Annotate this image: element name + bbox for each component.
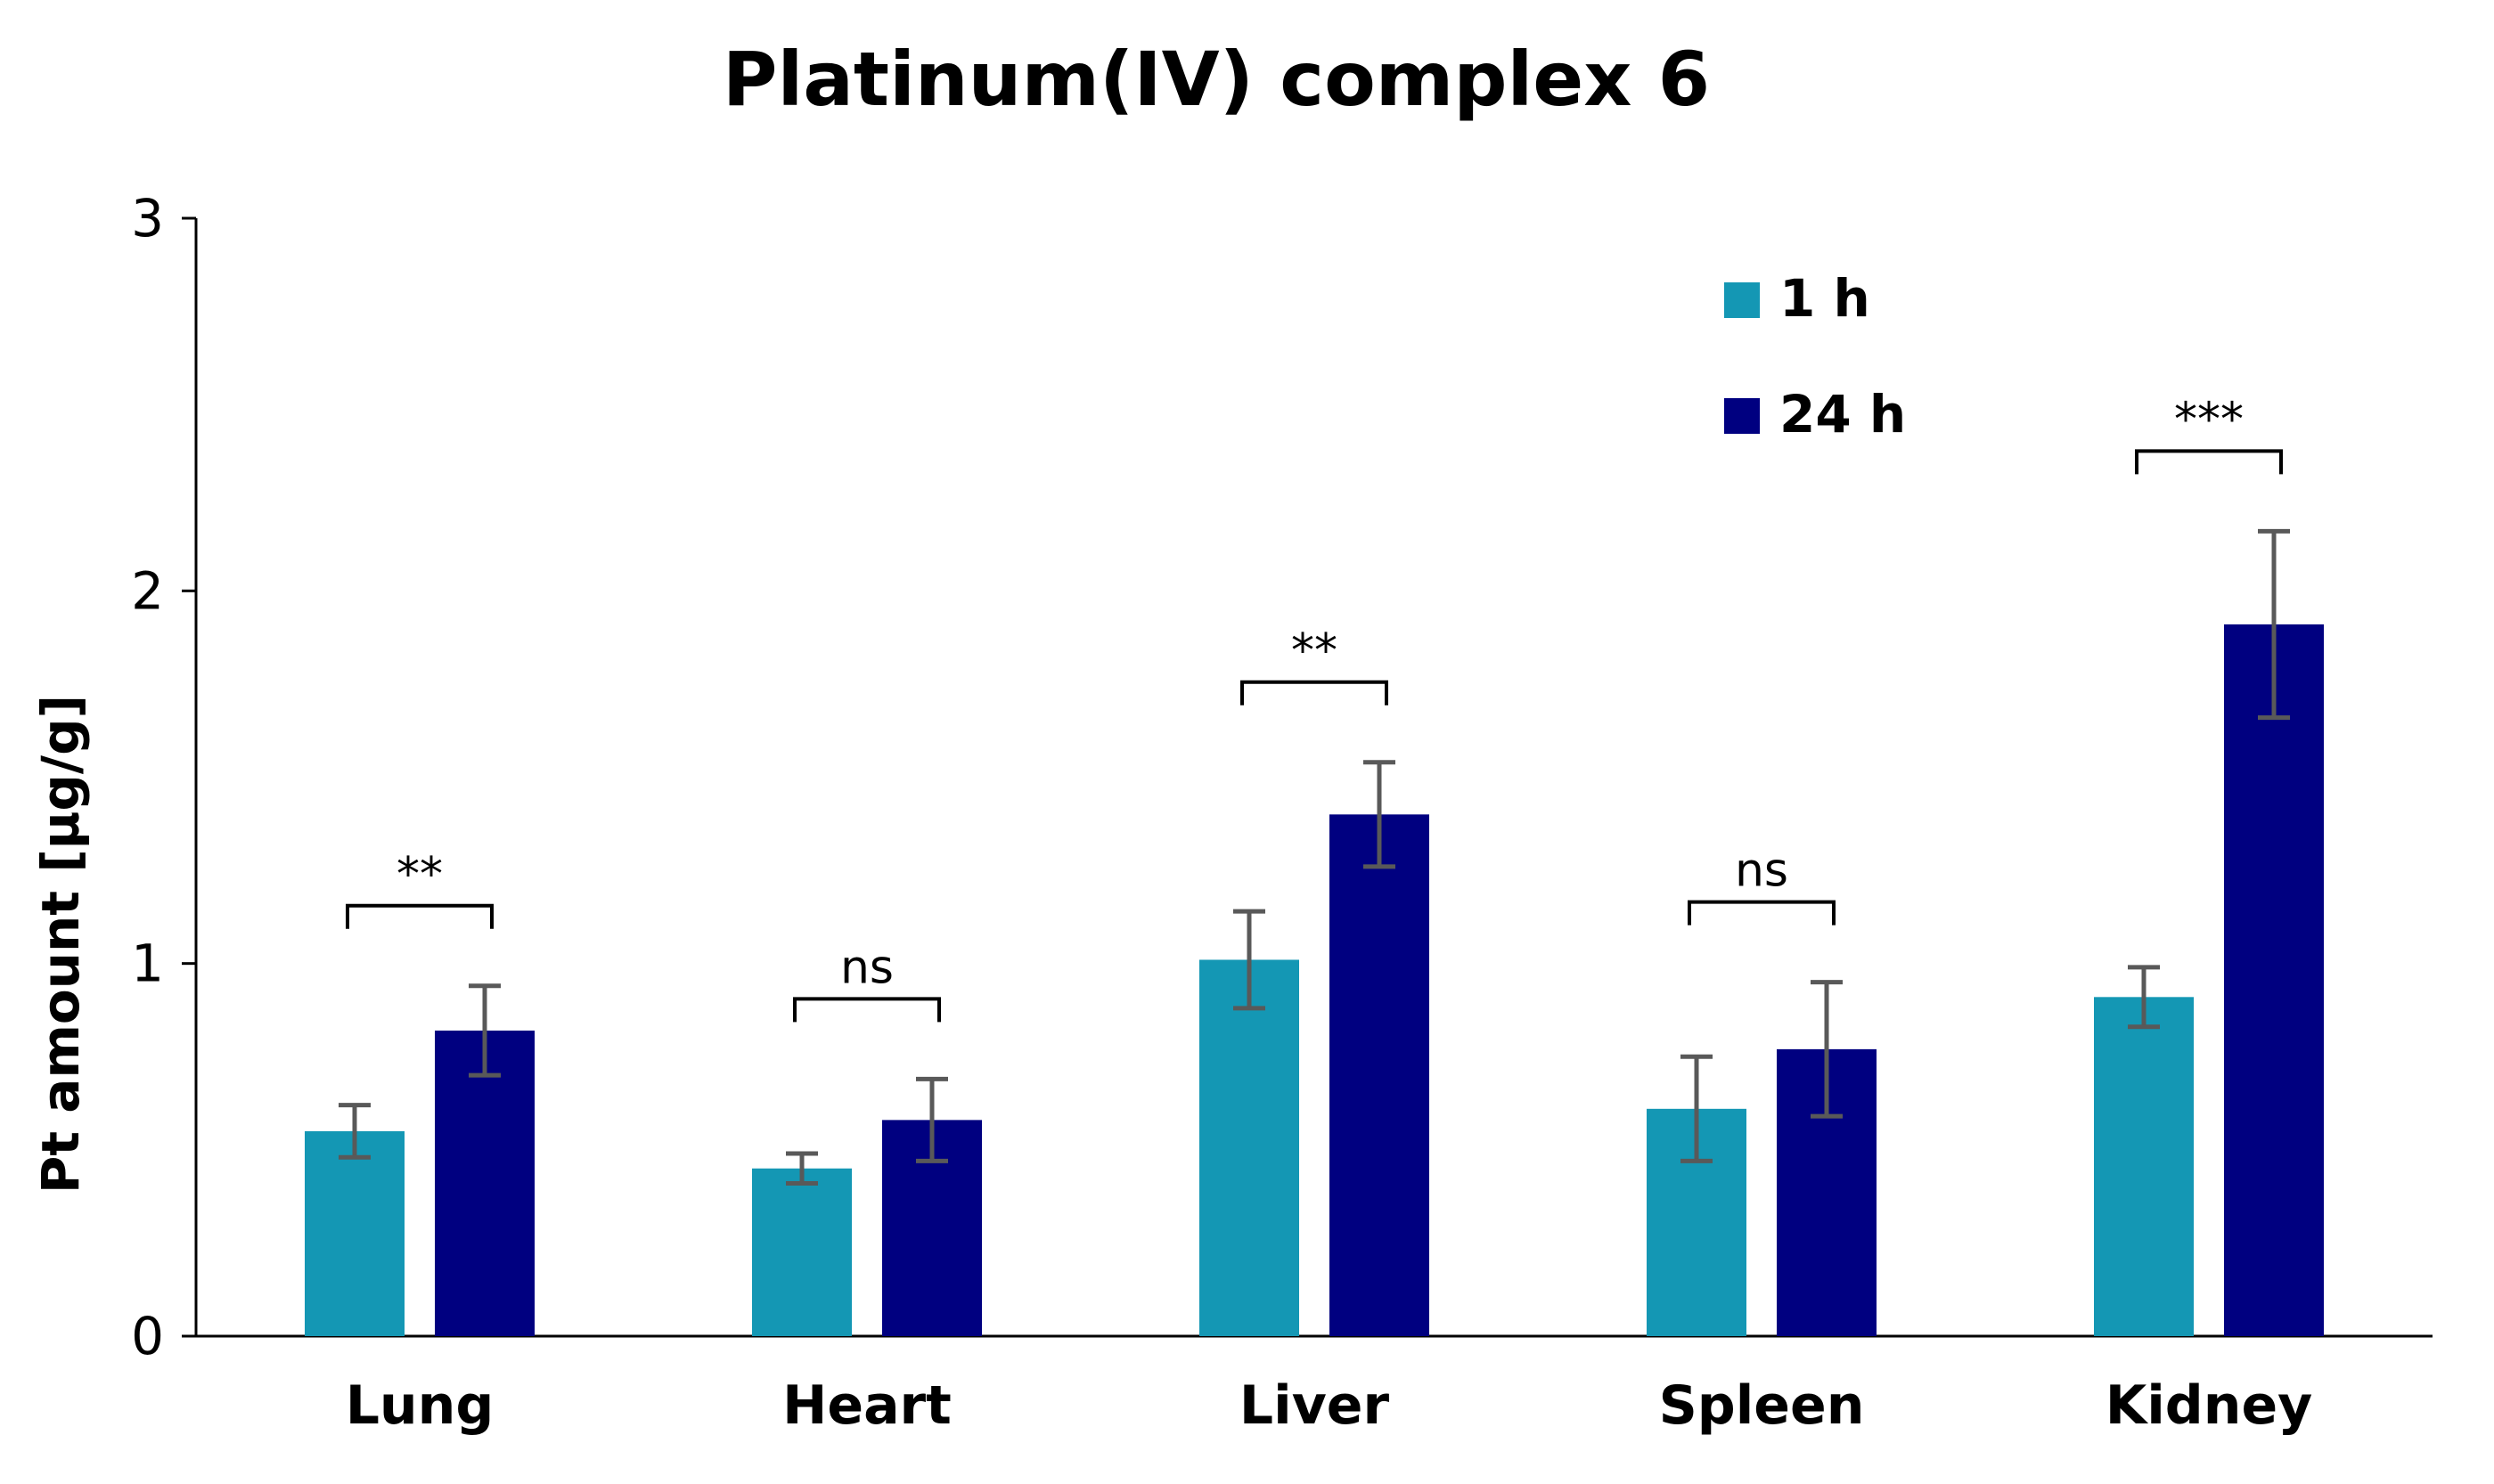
bar-lung-1h [305, 1130, 405, 1336]
y-tick-label-3: 3 [131, 188, 164, 249]
bar-kidney-1h [2094, 997, 2194, 1336]
significance-bracket [346, 903, 494, 929]
error-bar-heart-1h [786, 1151, 818, 1186]
chart-title: Platinum(IV) complex 6 [723, 36, 1710, 123]
significance-bracket [2135, 449, 2283, 475]
significance-bracket [1240, 680, 1388, 705]
error-bar-heart-24h [916, 1076, 948, 1163]
error-bar-lung-24h [469, 983, 501, 1078]
legend-item-24h: 24 h [1724, 384, 1906, 444]
error-bar-spleen-24h [1811, 980, 1843, 1119]
significance-label: ** [397, 848, 443, 901]
x-tick-label-heart: Heart [782, 1374, 952, 1437]
legend-label: 24 h [1779, 384, 1906, 444]
bar-kidney-24h [2224, 624, 2324, 1336]
significance-lung: ** [346, 848, 494, 929]
significance-spleen: ns [1688, 844, 1836, 925]
significance-brackets: ** ns ** ns *** [346, 393, 2283, 1023]
error-bar-kidney-1h [2128, 965, 2160, 1030]
significance-label: ns [840, 941, 894, 994]
significance-label: ns [1735, 844, 1788, 898]
significance-label: *** [2174, 393, 2244, 446]
significance-bracket [793, 997, 941, 1023]
y-tick-label-1: 1 [131, 934, 164, 994]
y-tick-label-2: 2 [131, 560, 164, 621]
legend-item-1h: 1 h [1724, 268, 1870, 329]
x-tick-label-kidney: Kidney [2106, 1374, 2313, 1437]
y-tick-label-0: 0 [131, 1306, 164, 1366]
significance-bracket [1688, 900, 1836, 925]
axes: 0 1 2 3 [131, 188, 2433, 1366]
error-bar-liver-1h [1233, 909, 1265, 1011]
error-bar-liver-24h [1363, 760, 1395, 869]
significance-kidney: *** [2135, 393, 2283, 475]
x-tick-label-lung: Lung [346, 1374, 495, 1437]
bar-heart-1h [752, 1168, 852, 1336]
y-axis-label: Pt amount [µg/g] [30, 695, 91, 1194]
legend-label: 1 h [1779, 268, 1870, 329]
error-bar-kidney-24h [2258, 528, 2290, 721]
legend-swatch [1724, 398, 1760, 434]
bar-lung-24h [435, 1030, 535, 1336]
error-bar-spleen-1h [1680, 1054, 1713, 1163]
error-bar-lung-1h [339, 1103, 371, 1160]
error-bars [339, 528, 2290, 1186]
x-tick-label-liver: Liver [1239, 1374, 1390, 1437]
bar-liver-1h [1199, 959, 1299, 1336]
significance-heart: ns [793, 941, 941, 1023]
legend: 1 h 24 h [1724, 268, 1906, 444]
bars: Lung Heart Liver Spleen Kidney [305, 624, 2324, 1437]
legend-swatch [1724, 282, 1760, 318]
x-tick-label-spleen: Spleen [1659, 1374, 1865, 1437]
significance-liver: ** [1240, 624, 1388, 705]
significance-label: ** [1291, 624, 1337, 678]
bar-liver-24h [1329, 814, 1429, 1336]
